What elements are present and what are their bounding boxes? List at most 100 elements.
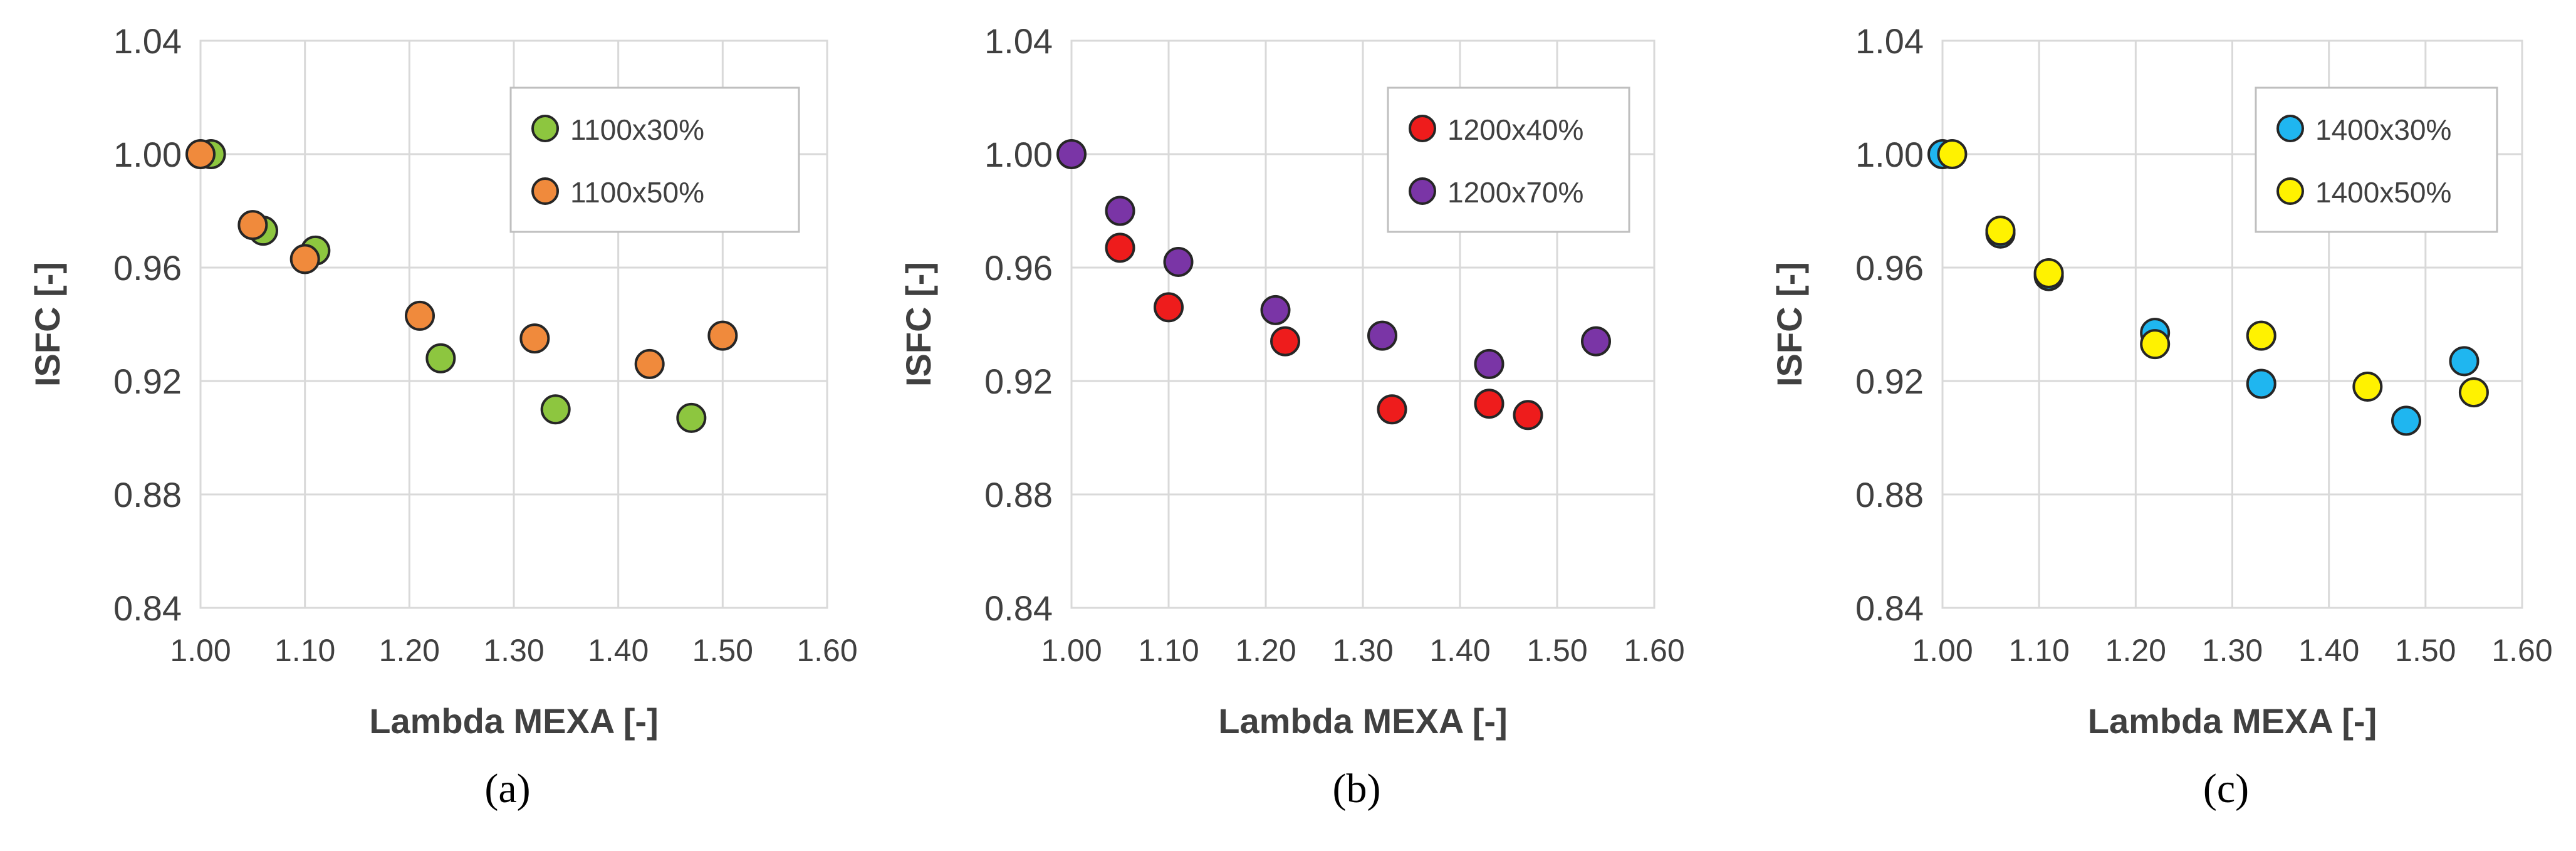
y-axis-title: ISFC [-] (899, 262, 938, 387)
legend-box (2255, 86, 2498, 233)
data-point-1400x50% (1985, 216, 2016, 246)
x-tick-label: 1.40 (588, 633, 649, 668)
legend-box (1387, 86, 1630, 233)
legend-marker (1409, 177, 1436, 205)
x-tick-label: 1.00 (1041, 633, 1102, 668)
data-point-1100x50% (519, 323, 550, 354)
legend-marker (1409, 115, 1436, 142)
y-tick-label: 1.00 (1855, 135, 1924, 174)
y-tick-label: 0.84 (113, 588, 182, 628)
legend-label: 1400x30% (2315, 113, 2451, 146)
plot-area (199, 39, 828, 609)
panel-label: (a) (484, 766, 530, 812)
x-axis-title: Lambda MEXA [-] (369, 701, 658, 741)
y-tick-label: 0.88 (1855, 475, 1924, 514)
x-axis-title: Lambda MEXA [-] (2088, 701, 2377, 741)
data-point-1100x50% (707, 320, 738, 351)
x-axis-title: Lambda MEXA [-] (1218, 701, 1507, 741)
y-tick-label: 0.92 (113, 362, 182, 401)
data-point-1400x30% (2246, 368, 2276, 399)
x-tick-label: 1.10 (1138, 633, 1199, 668)
plot-area (1070, 39, 1656, 609)
legend-label: 1200x40% (1447, 113, 1583, 146)
legend-marker (2276, 115, 2304, 142)
y-tick-label: 0.88 (113, 475, 182, 514)
data-point-1200x70% (1105, 196, 1135, 226)
data-point-1400x30% (2391, 405, 2421, 436)
y-tick-label: 0.92 (984, 362, 1053, 401)
x-tick-label: 1.40 (1429, 633, 1490, 668)
x-tick-label: 1.60 (1624, 633, 1684, 668)
y-tick-label: 1.04 (1855, 21, 1924, 61)
legend-marker (2276, 177, 2304, 205)
x-tick-label: 1.10 (2009, 633, 2070, 668)
data-point-1200x70% (1056, 139, 1087, 169)
data-point-1400x50% (1937, 139, 1968, 169)
data-point-1400x50% (2246, 320, 2276, 351)
legend-label: 1200x70% (1447, 176, 1583, 209)
x-tick-label: 1.30 (1332, 633, 1393, 668)
x-tick-label: 1.30 (2202, 633, 2263, 668)
y-tick-label: 1.04 (984, 21, 1053, 61)
chart-panel-3: 0.84 0.88 0.92 0.96 1.00 1.04 1.00 1.10 1.20 1.30… (1770, 21, 2553, 812)
data-point-1400x50% (2140, 329, 2171, 360)
y-tick-label: 1.04 (113, 21, 182, 61)
data-point-1200x40% (1154, 292, 1184, 323)
y-tick-label: 0.96 (113, 248, 182, 288)
data-point-1200x40% (1270, 326, 1300, 357)
data-point-1100x30% (425, 343, 456, 373)
data-point-1400x30% (2449, 346, 2480, 377)
data-point-1400x50% (2033, 258, 2064, 289)
panel-label: (b) (1333, 766, 1381, 812)
data-point-1400x50% (2458, 377, 2489, 408)
y-tick-label: 0.96 (984, 248, 1053, 288)
x-tick-label: 1.20 (379, 633, 440, 668)
data-point-1200x40% (1377, 394, 1407, 425)
data-point-1100x50% (185, 139, 216, 169)
y-tick-label: 0.92 (1855, 362, 1924, 401)
x-tick-label: 1.60 (796, 633, 857, 668)
y-tick-label: 0.88 (984, 475, 1053, 514)
data-point-1400x50% (2352, 372, 2383, 402)
legend-label: 1100x30% (570, 113, 704, 146)
data-point-1200x70% (1260, 295, 1291, 325)
legend-box (509, 86, 800, 233)
x-tick-label: 1.30 (483, 633, 544, 668)
x-tick-label: 1.00 (1912, 633, 1973, 668)
y-tick-label: 1.00 (113, 135, 182, 174)
legend-marker (531, 177, 559, 205)
data-point-1200x70% (1367, 320, 1397, 351)
data-point-1200x70% (1581, 326, 1611, 357)
y-tick-label: 0.84 (1855, 588, 1924, 628)
y-axis-title: ISFC [-] (28, 262, 67, 387)
data-point-1100x30% (676, 402, 707, 433)
x-tick-label: 1.50 (692, 633, 753, 668)
data-point-1100x50% (405, 300, 435, 331)
legend-marker (531, 115, 559, 142)
data-point-1200x70% (1474, 348, 1504, 379)
legend-label: 1400x50% (2315, 176, 2451, 209)
data-point-1100x50% (289, 244, 320, 274)
x-tick-label: 1.50 (2395, 633, 2456, 668)
legend-label: 1100x50% (570, 176, 704, 209)
x-tick-label: 1.10 (274, 633, 335, 668)
y-tick-label: 1.00 (984, 135, 1053, 174)
y-tick-label: 0.84 (984, 588, 1053, 628)
data-point-1200x40% (1474, 389, 1504, 419)
chart-panel-2: 0.84 0.88 0.92 0.96 1.00 1.04 1.00 1.10 1.20 1.30… (899, 21, 1685, 812)
x-tick-label: 1.00 (170, 633, 231, 668)
x-tick-label: 1.60 (2491, 633, 2552, 668)
x-tick-label: 1.20 (1235, 633, 1296, 668)
data-point-1100x30% (540, 394, 571, 425)
data-point-1100x50% (634, 348, 665, 379)
y-axis-title: ISFC [-] (1770, 262, 1809, 387)
data-point-1200x40% (1105, 232, 1135, 263)
x-tick-label: 1.20 (2105, 633, 2166, 668)
chart-panel-1: 0.84 0.88 0.92 0.96 1.00 1.04 1.00 1.10 1.20 1.30… (28, 21, 858, 812)
panel-label: (c) (2203, 766, 2249, 812)
plot-area (1941, 39, 2523, 609)
y-tick-label: 0.96 (1855, 248, 1924, 288)
x-tick-label: 1.40 (2298, 633, 2359, 668)
x-tick-label: 1.50 (1526, 633, 1587, 668)
